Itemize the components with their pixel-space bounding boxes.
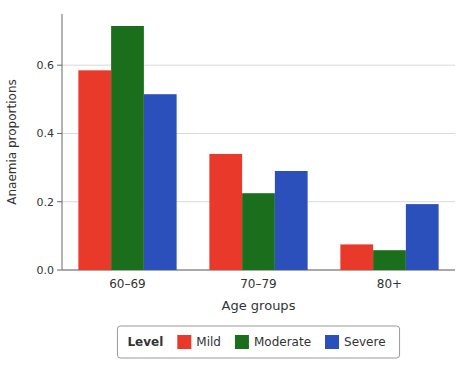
y-tick-label: 0.6 xyxy=(37,59,55,72)
legend-label: Mild xyxy=(196,335,221,349)
bar: Moderate: 0.058 xyxy=(373,250,406,270)
bar: Mild: 0.585 xyxy=(78,70,111,270)
y-tick xyxy=(57,201,62,202)
y-axis-label: Anaemia proportions xyxy=(5,79,19,205)
y-tick xyxy=(57,270,62,271)
axes: 0.0 0.2 0.4 0.6 60–69 70–79 80+ xyxy=(37,14,456,291)
bar: Moderate: 0.715 xyxy=(111,26,144,270)
legend-title: Level xyxy=(127,335,163,349)
y-tick-label: 0.2 xyxy=(37,196,55,209)
legend-swatch xyxy=(177,335,191,349)
bar: Mild: 0.34 xyxy=(209,154,242,270)
bars: Mild: 0.585Mild: 0.34Mild: 0.075Moderate… xyxy=(78,26,438,270)
x-tick-label: 60–69 xyxy=(109,277,146,291)
legend-swatch xyxy=(325,335,339,349)
y-tick-label: 0.0 xyxy=(37,264,55,277)
legend-swatch xyxy=(235,335,249,349)
legend: Level Mild Moderate Severe xyxy=(117,326,399,358)
y-tick xyxy=(57,65,62,66)
x-tick-label: 70–79 xyxy=(240,277,277,291)
bar: Severe: 0.193 xyxy=(406,204,439,270)
legend-label: Moderate xyxy=(254,335,311,349)
bar: Moderate: 0.225 xyxy=(242,193,275,270)
y-tick-label: 0.4 xyxy=(37,127,55,140)
chart: 0.0 0.2 0.4 0.6 60–69 70–79 80+ Mild: 0.585 Mild… xyxy=(0,0,467,375)
bar: Mild: 0.075 xyxy=(340,244,373,270)
y-tick xyxy=(57,133,62,134)
legend-box xyxy=(117,326,399,358)
bar: Severe: 0.29 xyxy=(275,171,308,270)
bar: Severe: 0.515 xyxy=(144,94,177,270)
y-axis-line xyxy=(62,14,63,270)
x-axis-label: Age groups xyxy=(222,298,296,313)
legend-label: Severe xyxy=(344,335,386,349)
chart-container: 0.0 0.2 0.4 0.6 60–69 70–79 80+ Mild: 0.585 Mild… xyxy=(0,0,467,375)
x-tick-label: 80+ xyxy=(377,277,402,291)
